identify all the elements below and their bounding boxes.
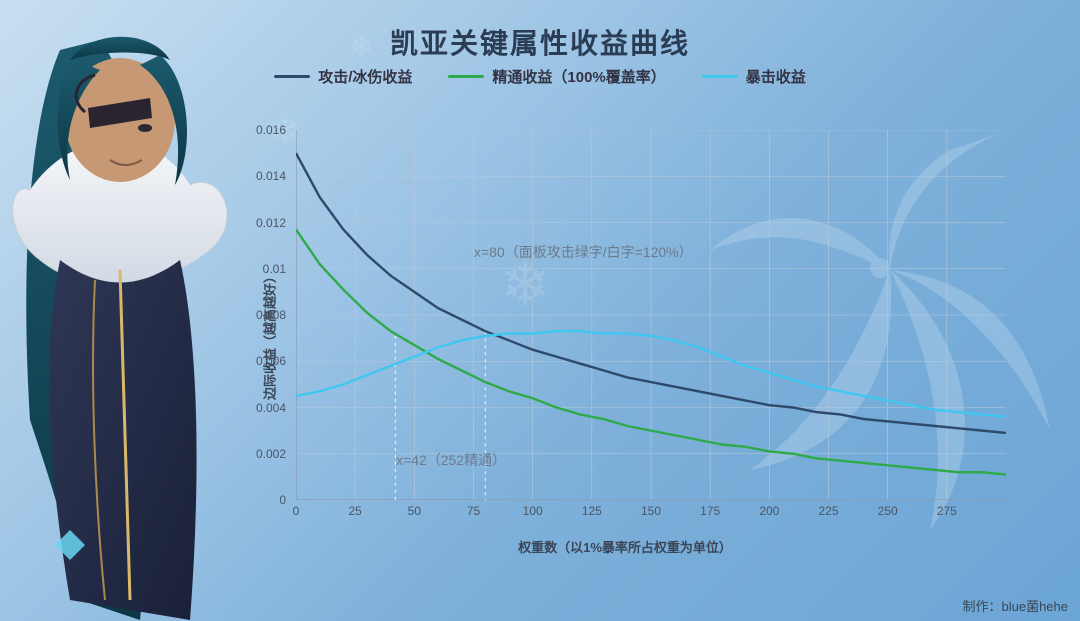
y-tick: 0: [279, 493, 292, 507]
x-tick: 100: [523, 504, 543, 518]
y-tick: 0.016: [256, 123, 292, 137]
x-tick: 50: [408, 504, 421, 518]
x-tick: 150: [641, 504, 661, 518]
plot-svg: [296, 130, 1006, 500]
chart-area: 边际收益（越高越好） 权重数（以1%暴率所占权重为单位） 00.0020.004…: [230, 120, 1020, 550]
x-tick: 125: [582, 504, 602, 518]
legend: 攻击/冰伤收益 精通收益（100%覆盖率） 暴击收益: [0, 66, 1080, 87]
x-tick: 75: [467, 504, 480, 518]
y-tick: 0.002: [256, 447, 292, 461]
legend-swatch: [274, 75, 310, 78]
annotation: x=80（面板攻击绿字/白字=120%）: [474, 242, 693, 262]
character-illustration: [0, 0, 250, 621]
x-axis-label: 权重数（以1%暴率所占权重为单位）: [518, 537, 732, 556]
y-tick: 0.012: [256, 216, 292, 230]
legend-item-em: 精通收益（100%覆盖率）: [448, 66, 665, 87]
legend-item-atk: 攻击/冰伤收益: [274, 66, 412, 87]
legend-swatch: [448, 75, 484, 78]
legend-item-crit: 暴击收益: [702, 66, 806, 87]
legend-label: 暴击收益: [746, 66, 806, 87]
y-tick: 0.004: [256, 401, 292, 415]
x-tick: 200: [759, 504, 779, 518]
x-tick: 275: [937, 504, 957, 518]
legend-label: 精通收益（100%覆盖率）: [492, 66, 665, 87]
credit-text: 制作：blue菌hehe: [963, 596, 1069, 615]
chart-title: 凯亚关键属性收益曲线: [0, 22, 1080, 62]
y-tick: 0.014: [256, 169, 292, 183]
y-tick: 0.006: [256, 354, 292, 368]
legend-label: 攻击/冰伤收益: [318, 66, 412, 87]
x-tick: 25: [348, 504, 361, 518]
legend-swatch: [702, 75, 738, 78]
y-axis-label: 边际收益（越高越好）: [260, 270, 279, 400]
x-tick: 0: [293, 504, 300, 518]
x-tick: 225: [818, 504, 838, 518]
x-tick: 175: [700, 504, 720, 518]
annotation: x=42（252精通）: [396, 450, 506, 470]
x-tick: 250: [878, 504, 898, 518]
y-tick: 0.008: [256, 308, 292, 322]
y-tick: 0.01: [263, 262, 292, 276]
